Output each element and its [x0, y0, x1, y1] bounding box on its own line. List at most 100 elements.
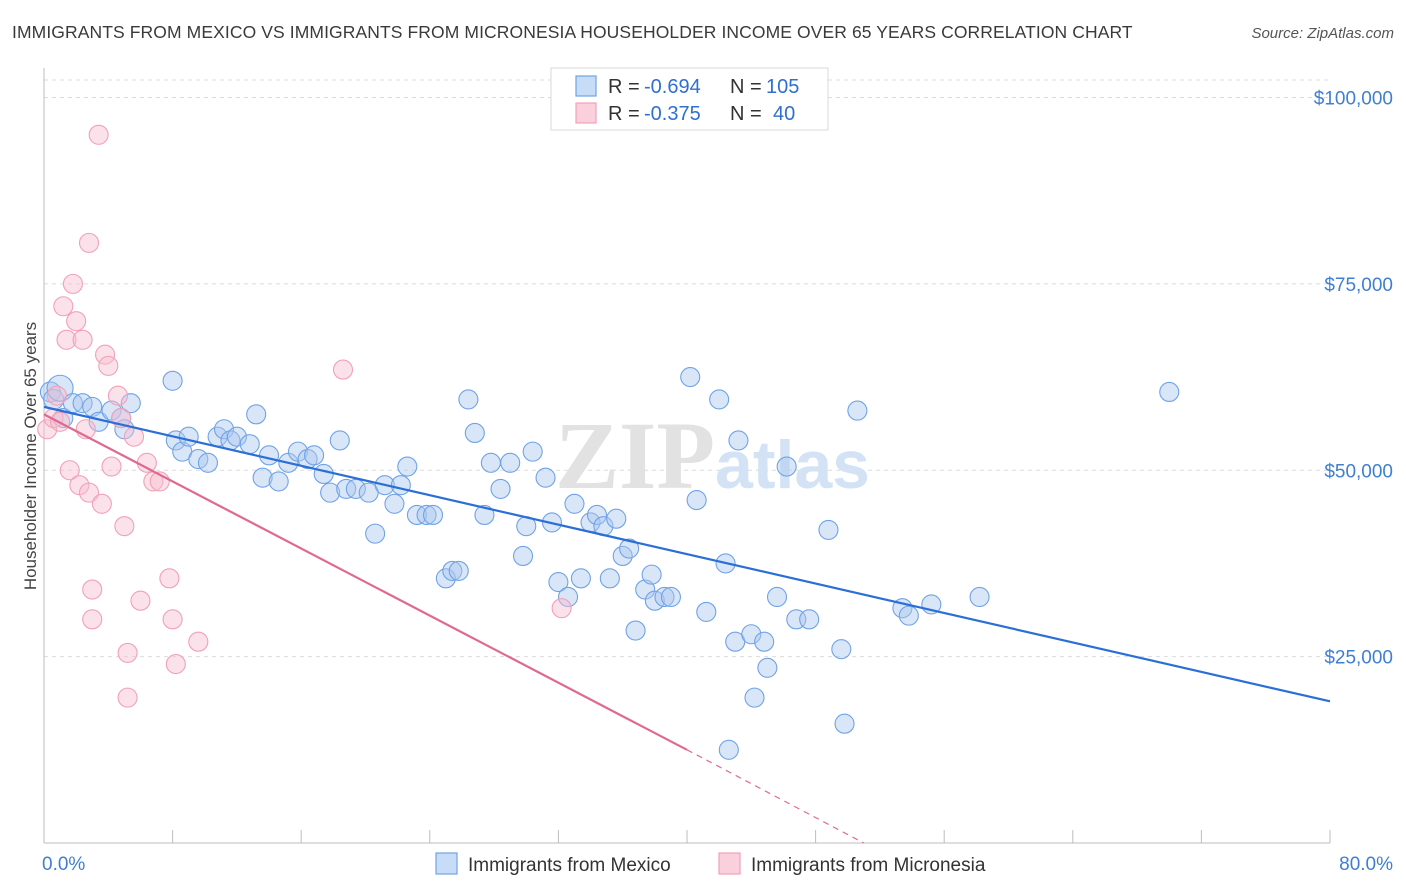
point-mexico-86 [757, 657, 778, 678]
point-mexico-51 [480, 452, 501, 473]
point-mexico-93 [834, 713, 855, 734]
stats-legend: R = -0.694 N = 105 R = -0.375 N = 40 [550, 67, 829, 131]
point-mexico-75 [660, 586, 681, 608]
point-mexico-88 [776, 456, 797, 477]
point-micronesia-32 [162, 609, 183, 630]
point-mexico-92 [831, 639, 852, 660]
legend-r-value-mexico: -0.694 [644, 76, 701, 98]
watermark-zip: ZIP [555, 402, 715, 509]
trend-line-micronesia [43, 413, 688, 751]
point-mexico-70 [625, 620, 646, 641]
point-mexico-54 [512, 545, 534, 567]
point-mexico-30 [304, 445, 325, 466]
point-micronesia-16 [88, 124, 109, 145]
series-legend: Immigrants from Mexico Immigrants from M… [435, 852, 986, 876]
point-mexico-99 [1159, 381, 1180, 403]
point-mexico-44 [422, 504, 444, 526]
point-mexico-84 [744, 687, 765, 708]
point-mexico-56 [522, 441, 543, 462]
series-legend-swatch-mexico [435, 852, 458, 875]
point-mexico-6 [82, 396, 103, 417]
y-tick-label-3: $100,000 [1314, 89, 1393, 110]
point-micronesia-36 [551, 598, 572, 619]
series-legend-label-micronesia: Immigrants from Micronesia [751, 855, 986, 876]
legend-n-label-micronesia: N = [730, 103, 762, 125]
point-mexico-77 [686, 490, 707, 511]
point-mexico-37 [365, 523, 386, 544]
y-axis-title: Householder Income Over 65 years [21, 322, 40, 590]
point-mexico-33 [329, 430, 350, 451]
legend-n-label-mexico: N = [730, 76, 762, 98]
point-mexico-23 [246, 404, 267, 425]
point-mexico-26 [268, 471, 289, 492]
point-mexico-31 [313, 463, 334, 485]
point-mexico-83 [741, 624, 762, 645]
y-tick-label-0: $25,000 [1324, 648, 1393, 669]
legend-swatch-micronesia [575, 102, 597, 124]
point-mexico-19 [213, 419, 235, 440]
point-mexico-87 [766, 586, 788, 608]
point-micronesia-15 [82, 609, 103, 630]
point-micronesia-23 [114, 516, 135, 537]
point-mexico-12 [162, 370, 183, 391]
point-mexico-17 [197, 452, 219, 473]
point-mexico-25 [258, 445, 280, 466]
series-legend-label-mexico: Immigrants from Mexico [468, 855, 671, 876]
point-mexico-61 [564, 493, 585, 514]
point-mexico-15 [178, 426, 199, 447]
trend-line-extension-micronesia [686, 749, 865, 844]
point-micronesia-27 [130, 590, 151, 611]
point-micronesia-10 [72, 329, 93, 350]
point-micronesia-17 [91, 493, 112, 514]
point-mexico-78 [696, 601, 717, 622]
legend-n-value-mexico: 105 [766, 76, 799, 98]
point-micronesia-34 [188, 631, 209, 652]
y-tick-label-1: $50,000 [1324, 461, 1393, 482]
point-mexico-49 [464, 422, 485, 444]
point-mexico-96 [898, 605, 919, 626]
point-mexico-43 [416, 504, 437, 526]
point-mexico-40 [390, 475, 411, 496]
chart-title: IMMIGRANTS FROM MEXICO VS IMMIGRANTS FRO… [12, 22, 1133, 42]
y-tick-labels: $25,000 $50,000 $75,000 $100,000 [1314, 89, 1393, 669]
point-mexico-48 [458, 389, 479, 410]
point-mexico-82 [728, 430, 749, 451]
point-micronesia-33 [165, 654, 186, 675]
point-mexico-21 [226, 426, 247, 447]
point-micronesia-35 [332, 359, 354, 380]
point-mexico-41 [397, 456, 418, 477]
point-micronesia-28 [136, 452, 157, 473]
point-mexico-79 [709, 389, 730, 410]
trend-lines [43, 405, 1331, 844]
point-micronesia-20 [101, 456, 122, 477]
point-mexico-22 [239, 434, 260, 455]
legend-n-value-micronesia: 40 [773, 103, 795, 125]
legend-swatch-mexico [575, 75, 597, 97]
point-mexico-67 [606, 508, 627, 529]
point-micronesia-6 [59, 460, 80, 481]
point-micronesia-24 [117, 642, 138, 663]
point-mexico-74 [654, 586, 675, 608]
point-micronesia-0 [37, 419, 58, 440]
point-mexico-29 [297, 449, 318, 470]
y-tick-label-2: $75,000 [1324, 275, 1393, 296]
axes [43, 68, 1331, 844]
source-label: Source: ZipAtlas.com [1251, 25, 1394, 42]
point-mexico-52 [490, 478, 511, 499]
point-mexico-59 [548, 572, 569, 593]
point-mexico-53 [500, 452, 521, 473]
point-mexico-85 [754, 631, 775, 652]
data-points [37, 124, 1180, 760]
point-mexico-39 [384, 493, 405, 514]
point-micronesia-13 [78, 482, 100, 503]
point-mexico-91 [818, 519, 839, 540]
trend-line-mexico [43, 405, 1331, 703]
point-mexico-76 [680, 367, 701, 388]
point-micronesia-2 [46, 385, 67, 406]
point-micronesia-4 [53, 296, 74, 317]
point-micronesia-19 [98, 355, 119, 376]
point-micronesia-14 [82, 579, 103, 600]
point-mexico-57 [535, 467, 556, 488]
point-mexico-64 [586, 504, 608, 526]
